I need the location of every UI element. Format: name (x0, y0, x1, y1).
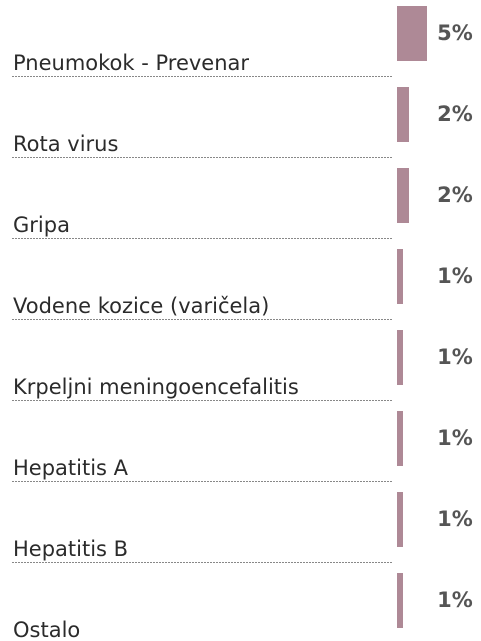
bar (397, 492, 403, 547)
category-label: Vodene kozice (varičela) (13, 294, 269, 318)
value-label: 1% (437, 345, 473, 369)
value-label: 2% (437, 183, 473, 207)
bar (397, 168, 409, 223)
bar (397, 6, 427, 61)
category-label: Rota virus (13, 132, 118, 156)
bar (397, 330, 403, 385)
bar (397, 573, 403, 628)
value-label: 1% (437, 507, 473, 531)
category-label: Ostalo (13, 618, 80, 641)
category-label: Hepatitis B (13, 537, 128, 561)
category-label: Hepatitis A (13, 456, 129, 480)
category-label: Gripa (13, 213, 70, 237)
value-label: 5% (437, 21, 473, 45)
category-label: Pneumokok - Prevenar (13, 51, 249, 75)
value-label: 1% (437, 426, 473, 450)
category-label: Krpeljni meningoencefalitis (13, 375, 299, 399)
bar (397, 411, 403, 466)
value-label: 1% (437, 588, 473, 612)
bar (397, 249, 403, 304)
value-label: 2% (437, 102, 473, 126)
value-label: 1% (437, 264, 473, 288)
bar (397, 87, 409, 142)
